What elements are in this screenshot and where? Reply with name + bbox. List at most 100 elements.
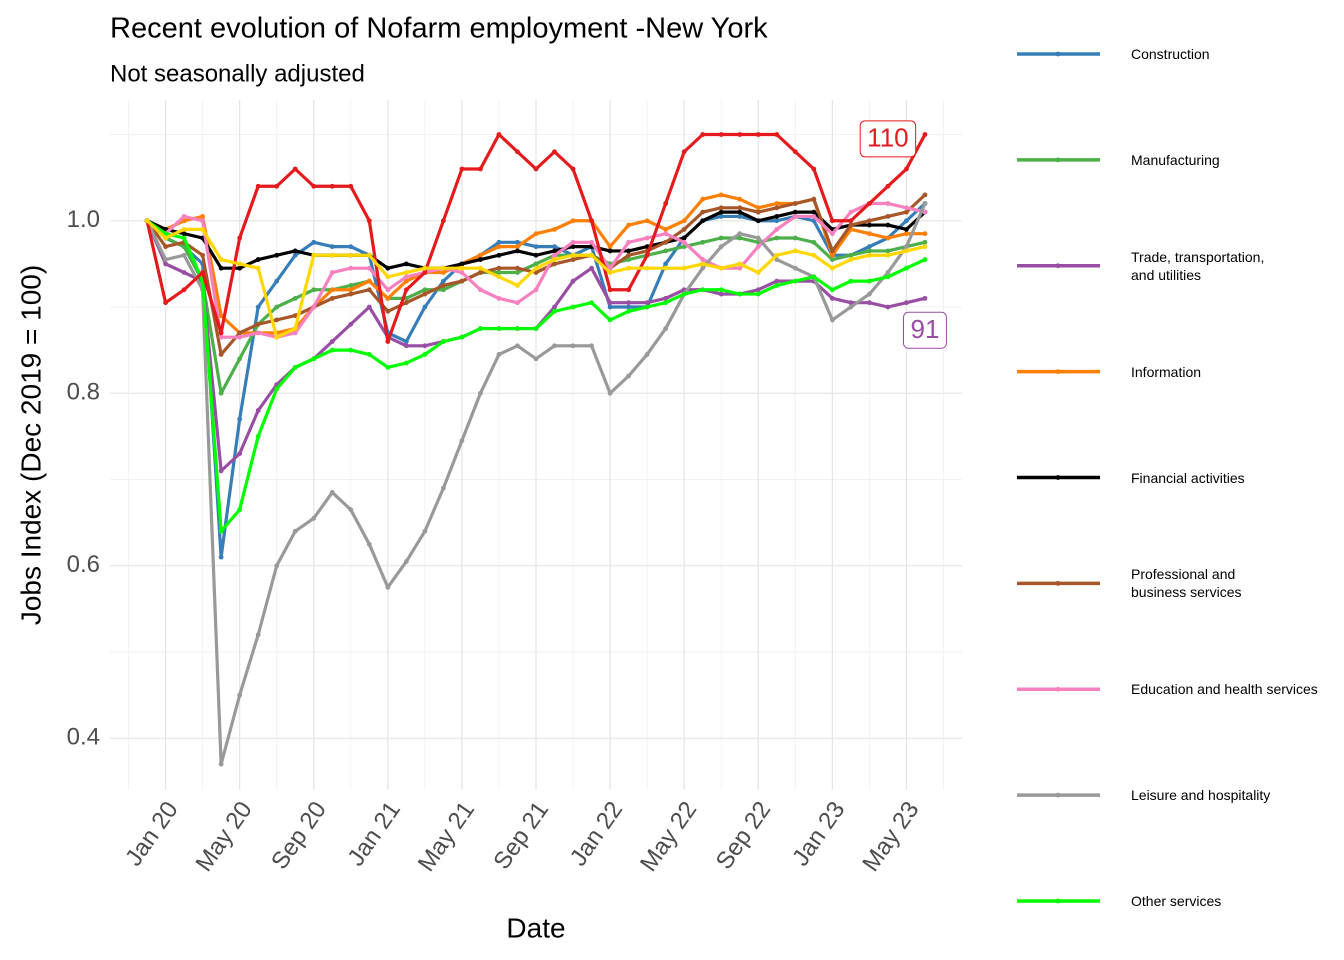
point <box>218 554 224 560</box>
point <box>644 218 650 224</box>
series <box>144 218 928 340</box>
point <box>403 339 409 344</box>
point <box>422 343 428 349</box>
x-tick-label: Jan 23 <box>787 797 850 872</box>
point <box>385 364 391 370</box>
annotation-box <box>859 120 917 158</box>
point <box>644 235 650 241</box>
point <box>737 209 743 215</box>
point <box>163 257 168 262</box>
point <box>755 287 761 293</box>
legend-label: Professional and business services <box>1131 566 1242 601</box>
point <box>440 339 446 344</box>
series <box>144 201 928 767</box>
point <box>403 343 409 349</box>
point <box>570 252 576 258</box>
point <box>181 226 187 232</box>
point <box>700 287 706 293</box>
point <box>792 201 798 206</box>
point <box>440 218 446 224</box>
point <box>663 248 669 254</box>
point <box>274 317 280 323</box>
point <box>478 390 483 396</box>
point <box>848 304 854 310</box>
point <box>552 257 557 262</box>
point <box>866 300 872 306</box>
point <box>329 295 335 301</box>
point <box>885 270 891 275</box>
point <box>644 300 650 306</box>
point <box>774 283 780 288</box>
point <box>163 244 168 250</box>
point <box>311 356 317 362</box>
point <box>478 252 483 258</box>
point <box>922 244 928 250</box>
point <box>181 231 187 237</box>
legend-label: Education and health services <box>1131 681 1318 698</box>
x-tick-label: Jan 21 <box>342 797 405 872</box>
point <box>255 304 261 310</box>
point <box>904 166 909 172</box>
point <box>774 218 780 224</box>
point <box>237 261 243 267</box>
point <box>755 132 761 137</box>
point <box>885 214 891 219</box>
point <box>663 226 669 232</box>
point <box>774 205 780 211</box>
point <box>348 507 354 513</box>
point <box>829 218 835 224</box>
point <box>848 218 854 224</box>
point <box>200 226 206 232</box>
grid <box>110 100 962 790</box>
point <box>644 252 650 258</box>
point <box>422 352 428 357</box>
point <box>274 563 280 569</box>
point <box>755 235 761 241</box>
point <box>737 291 743 297</box>
point <box>255 433 261 439</box>
point <box>589 343 594 349</box>
point <box>589 300 594 306</box>
point <box>403 278 409 284</box>
point <box>644 352 650 357</box>
point <box>700 209 706 215</box>
point <box>200 214 206 219</box>
point <box>496 244 502 250</box>
point <box>626 239 632 245</box>
point <box>311 252 317 258</box>
point <box>366 287 372 293</box>
point <box>866 222 872 228</box>
point <box>570 304 576 310</box>
point <box>200 270 206 275</box>
point <box>459 334 465 340</box>
point <box>403 270 409 275</box>
point <box>644 304 650 310</box>
legend-swatch-point <box>1055 898 1061 904</box>
y-tick-label: 0.8 <box>67 379 100 406</box>
point <box>922 257 928 262</box>
point <box>663 326 669 331</box>
point <box>737 261 743 267</box>
point <box>478 270 483 275</box>
point <box>829 231 835 237</box>
point <box>626 252 632 258</box>
point <box>533 244 539 250</box>
point <box>792 235 798 241</box>
point <box>904 300 909 306</box>
point <box>811 166 817 172</box>
point <box>681 291 687 297</box>
point <box>681 218 687 224</box>
point <box>589 265 594 271</box>
point <box>904 226 909 232</box>
point <box>348 347 354 353</box>
point <box>904 231 909 237</box>
point <box>496 352 502 357</box>
point <box>922 295 928 301</box>
legend-swatch-point <box>1055 475 1061 480</box>
point <box>681 265 687 271</box>
point <box>403 360 409 366</box>
point <box>329 339 335 344</box>
point <box>607 287 613 293</box>
point <box>422 287 428 293</box>
point <box>348 183 354 189</box>
